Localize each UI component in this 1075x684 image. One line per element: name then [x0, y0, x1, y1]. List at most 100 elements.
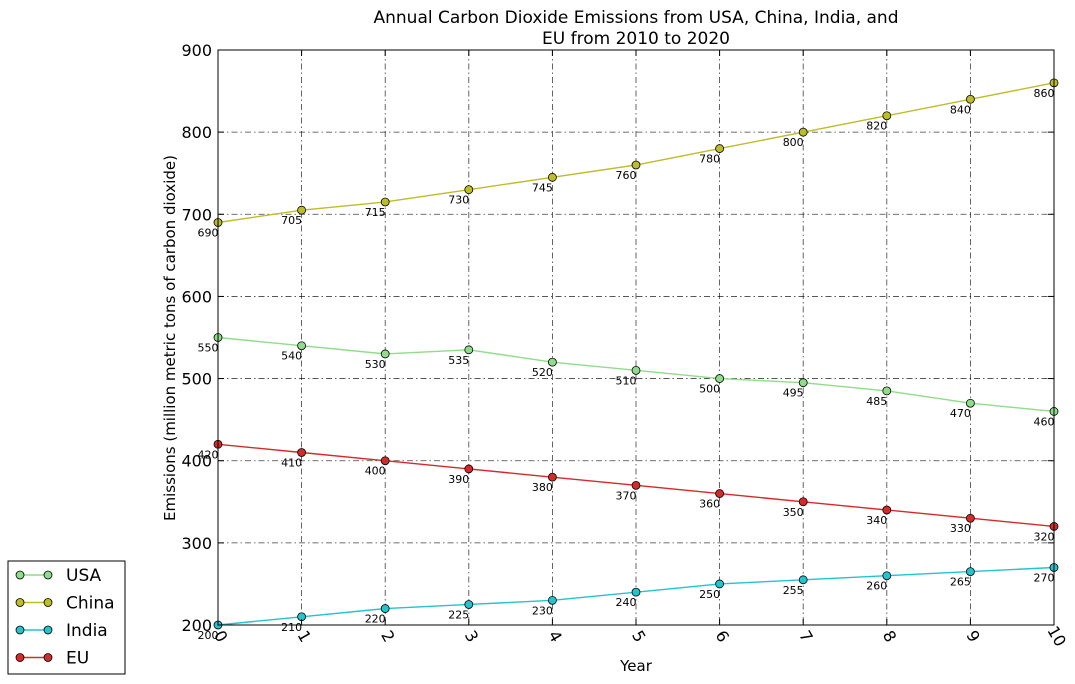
data-point-china [715, 144, 724, 153]
legend-marker [15, 598, 25, 607]
data-label-india: 210 [281, 621, 302, 634]
data-point-eu [882, 505, 892, 515]
data-label-eu: 410 [281, 457, 302, 470]
series-eu: 420 410 400 390 380 370 360 350 340 330 320 [198, 439, 1059, 543]
data-point-india [715, 579, 724, 589]
legend-item-eu: EU [15, 649, 89, 669]
data-point-china [548, 172, 557, 182]
data-label-usa: 510 [616, 374, 637, 387]
legend-marker [43, 625, 53, 635]
data-point-eu [464, 464, 474, 474]
data-point-usa [966, 398, 975, 408]
legend-box [7, 560, 126, 675]
data-label-china: 715 [365, 206, 386, 219]
data-label-eu: 390 [448, 473, 469, 486]
data-label-china: 705 [281, 214, 302, 227]
legend-item-usa: USA [15, 566, 102, 586]
x-axis-label: Year [619, 657, 653, 675]
x-tick-label: 8 [879, 627, 901, 645]
y-tick-label: 600 [181, 287, 212, 306]
data-point-eu [548, 472, 557, 482]
data-label-india: 265 [950, 576, 971, 589]
data-point-china [882, 111, 892, 121]
data-label-usa: 535 [448, 354, 469, 367]
data-label-china: 690 [198, 227, 219, 240]
data-point-india [882, 571, 892, 581]
legend-marker [43, 598, 53, 607]
data-label-usa: 485 [866, 395, 887, 408]
y-tick-label: 300 [181, 534, 212, 553]
data-point-usa [548, 357, 557, 367]
data-point-china [464, 185, 474, 195]
data-label-china: 860 [1034, 87, 1055, 100]
legend-marker [15, 653, 25, 662]
data-label-india: 255 [783, 584, 804, 597]
data-label-eu: 370 [616, 489, 637, 502]
x-tick-label: 7 [795, 627, 817, 645]
data-point-china [631, 160, 641, 170]
data-label-india: 260 [866, 580, 887, 593]
data-label-usa: 550 [198, 342, 219, 355]
data-label-india: 200 [198, 629, 219, 642]
chart-title-line-1: Annual Carbon Dioxide Emissions from USA… [374, 8, 899, 28]
data-label-india: 270 [1034, 572, 1055, 585]
data-label-eu: 340 [866, 514, 887, 527]
data-label-china: 800 [783, 136, 804, 149]
data-point-china [380, 197, 390, 207]
data-label-india: 230 [532, 604, 553, 617]
data-point-india [548, 595, 557, 605]
x-tick-label: 6 [712, 627, 734, 645]
data-label-eu: 420 [198, 448, 219, 461]
x-tick-label: 2 [377, 627, 399, 645]
y-axis-label: Emissions (million metric tons of carbon… [161, 155, 179, 521]
x-tick-label: 5 [628, 627, 650, 645]
legend-marker [43, 570, 53, 580]
y-tick-label: 400 [181, 452, 212, 471]
data-point-eu [966, 513, 975, 523]
data-label-eu: 360 [699, 498, 720, 511]
data-point-usa [631, 365, 641, 375]
x-tick-label: 4 [544, 627, 566, 645]
data-point-india [631, 587, 641, 597]
data-label-usa: 470 [950, 407, 971, 420]
legend-label-china: China [66, 594, 115, 614]
data-label-india: 240 [616, 596, 637, 609]
data-label-india: 225 [448, 608, 469, 621]
legend: USA China India EU [7, 560, 126, 675]
data-label-usa: 460 [1034, 415, 1055, 428]
data-label-eu: 350 [783, 506, 804, 519]
y-tick-label: 500 [181, 370, 212, 389]
data-point-india [966, 567, 975, 577]
grid [218, 50, 1054, 625]
series-usa: 550 540 530 535 520 510 500 495 485 470 460 [198, 333, 1059, 428]
data-point-usa [380, 349, 390, 359]
data-label-china: 780 [699, 153, 720, 166]
data-point-eu [631, 480, 641, 490]
data-label-usa: 520 [532, 366, 553, 379]
data-label-eu: 400 [365, 465, 386, 478]
data-point-usa [297, 341, 307, 351]
data-label-usa: 495 [783, 387, 804, 400]
series-china: 690 705 715 730 745 760 780 800 820 840 860 [198, 78, 1059, 240]
y-tick-label: 900 [181, 41, 212, 60]
data-point-china [798, 127, 808, 137]
data-point-usa [464, 345, 474, 355]
legend-item-india: India [15, 621, 108, 641]
data-label-eu: 380 [532, 481, 553, 494]
data-point-eu [380, 456, 390, 466]
data-point-usa [798, 378, 808, 388]
y-tick-label: 800 [181, 123, 212, 142]
data-label-china: 745 [532, 181, 553, 194]
data-label-eu: 320 [1034, 530, 1055, 543]
chart-title-line-2: EU from 2010 to 2020 [542, 29, 730, 49]
data-label-china: 760 [616, 169, 637, 182]
legend-label-usa: USA [66, 566, 102, 586]
data-label-india: 250 [699, 588, 720, 601]
y-tick-label: 700 [181, 205, 212, 224]
x-tick-label: 3 [461, 627, 483, 645]
data-label-eu: 330 [950, 522, 971, 535]
data-point-usa [882, 386, 892, 396]
